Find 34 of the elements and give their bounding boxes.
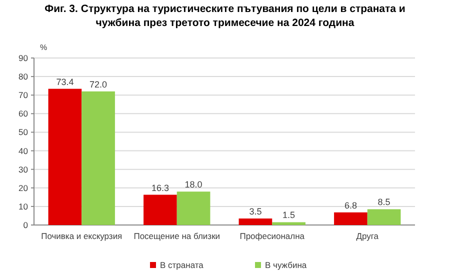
bar [176, 192, 210, 225]
y-tick-label: 40 [18, 146, 28, 156]
y-tick-label: 90 [18, 53, 28, 63]
x-tick-label: Почивка и екскурзия [41, 231, 123, 241]
data-label: 18.0 [184, 180, 202, 190]
bar [144, 194, 177, 225]
data-label: 1.5 [282, 210, 296, 220]
legend-label: В чужбина [265, 260, 307, 270]
y-tick-label: 10 [18, 201, 28, 212]
y-axis-title: % [40, 43, 48, 52]
y-tick-label: 50 [18, 127, 28, 138]
data-label: 16.3 [151, 182, 169, 193]
y-tick-label: 30 [18, 164, 28, 174]
data-label: 6.8 [344, 200, 357, 210]
bar [334, 212, 368, 225]
bar [48, 88, 82, 225]
y-tick-label: 0 [23, 220, 28, 230]
x-tick-label: Друга [356, 231, 379, 241]
bar [272, 222, 306, 225]
chart-title: Фиг. 3. Структура на туристическите пътувания по цели в страната и чужбина през третото тримесечие на 2024 година [44, 3, 406, 29]
x-tick-label: Посещение на близки [134, 231, 220, 241]
y-tick-label: 60 [18, 108, 28, 119]
data-label: 73.4 [56, 76, 74, 87]
bar [82, 91, 115, 225]
x-tick-label: Професионална [240, 231, 305, 241]
bar [367, 209, 401, 225]
legend-label: В страната [160, 260, 204, 270]
y-tick-label: 80 [18, 72, 28, 82]
y-tick-label: 70 [18, 90, 28, 100]
y-tick-label: 20 [18, 182, 28, 193]
data-label: 72.0 [90, 79, 108, 90]
data-label: 3.5 [249, 206, 262, 217]
data-label: 8.5 [378, 197, 390, 208]
bar [238, 218, 272, 225]
